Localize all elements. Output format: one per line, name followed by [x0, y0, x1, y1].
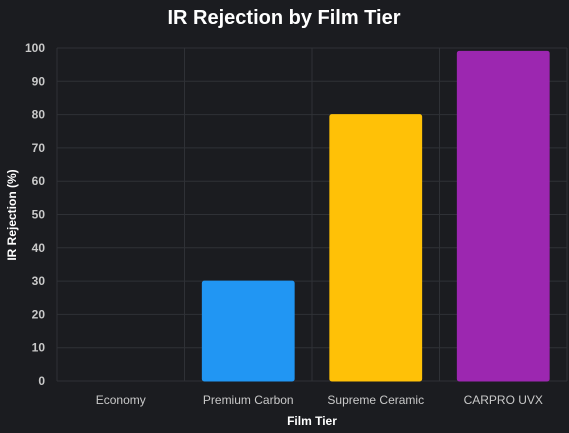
bar-supreme-ceramic[interactable] [329, 114, 423, 382]
x-tick-label: CARPRO UVX [464, 393, 543, 407]
y-axis-title: IR Rejection (%) [5, 169, 19, 260]
x-tick-label: Economy [96, 393, 146, 407]
x-tick-label: Premium Carbon [203, 393, 294, 407]
x-tick-label: Supreme Ceramic [327, 393, 424, 407]
y-tick-label: 90 [32, 74, 46, 88]
y-tick-label: 0 [38, 374, 45, 388]
grid-lines [56, 47, 568, 382]
bars [201, 50, 550, 382]
bar-carpro-uvx[interactable] [456, 50, 550, 382]
y-tick-label: 40 [32, 241, 46, 255]
bar-premium-carbon[interactable] [201, 280, 295, 382]
x-axis-title: Film Tier [287, 414, 337, 428]
y-tick-label: 70 [32, 141, 46, 155]
y-tick-label: 20 [32, 307, 46, 321]
y-tick-label: 30 [32, 274, 46, 288]
y-tick-label: 60 [32, 174, 46, 188]
chart-title: IR Rejection by Film Tier [167, 7, 400, 29]
y-axis-ticks: 0 10 20 30 40 50 60 70 80 90 100 [25, 41, 45, 388]
x-axis-ticks: Economy Premium Carbon Supreme Ceramic CARP… [96, 393, 543, 407]
y-tick-label: 80 [32, 108, 46, 122]
y-tick-label: 50 [32, 208, 46, 222]
y-tick-label: 10 [32, 341, 46, 355]
y-tick-label: 100 [25, 41, 45, 55]
